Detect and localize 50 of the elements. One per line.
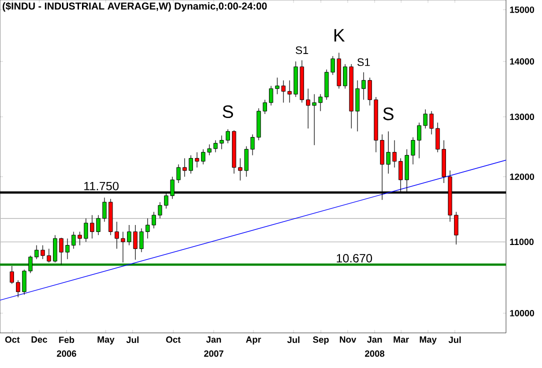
annotation: S1: [296, 46, 308, 54]
candlestick: [355, 80, 360, 132]
x-tick-label: May: [420, 336, 437, 344]
candlestick: [102, 197, 107, 222]
candlestick: [454, 212, 458, 245]
candlestick: [139, 228, 144, 252]
y-tick-label: 12000: [510, 174, 534, 180]
x-tick-label: Sep: [312, 336, 329, 345]
x-tick-label: Dec: [32, 336, 48, 343]
candlestick: [120, 231, 126, 263]
annotation: S1: [357, 58, 370, 66]
x-tick-label: Apr: [246, 336, 262, 344]
x-tick-label: Jan: [367, 336, 382, 343]
ref-line-label: 11.750: [84, 182, 119, 190]
x-tick-label: Oct: [166, 336, 181, 343]
text: 2008: [364, 350, 384, 357]
chart-title: ($INDU - INDUSTRIAL AVERAGE,W) Dynamic,0:00-24:00: [2, 2, 267, 12]
annotation: S: [383, 107, 394, 120]
candlestick: [318, 94, 323, 112]
x-tick-label: Jul: [126, 336, 139, 344]
x-tick-label: Oct: [5, 336, 20, 343]
candlestick: [16, 280, 20, 298]
candlestick: [84, 218, 88, 242]
candlestick: [429, 110, 434, 135]
y-tick-label: 15000: [510, 6, 534, 13]
y-tick-label: 11000: [510, 238, 534, 246]
x-tick-label: Mar: [394, 336, 409, 343]
candlestick: [392, 140, 397, 168]
candlestick: [194, 152, 200, 168]
candlestick: [410, 136, 416, 165]
text: 2007: [204, 350, 224, 357]
y-tick-label: 10000: [510, 310, 534, 316]
x-tick-label: Feb: [59, 336, 74, 344]
x-tick-label: Nov: [340, 336, 356, 343]
candlestick: [250, 134, 255, 156]
x-tick-label: May: [98, 336, 114, 344]
candlestick: [176, 164, 181, 184]
candlestick: [10, 266, 14, 284]
x-tick-label: Jan: [206, 336, 221, 343]
x-tick-label: Jul: [287, 336, 300, 344]
annotation: S: [222, 105, 234, 118]
x-tick-label: Jul: [448, 336, 461, 344]
text: 2006: [56, 350, 76, 357]
y-tick-label: 13000: [510, 114, 534, 120]
y-tick-label: 14000: [510, 58, 534, 65]
candlestick: [213, 140, 218, 153]
annotation: K: [334, 29, 345, 42]
candlestick: [158, 202, 162, 219]
ref-line-label: 10.670: [336, 254, 372, 262]
candlestick: [65, 238, 70, 260]
